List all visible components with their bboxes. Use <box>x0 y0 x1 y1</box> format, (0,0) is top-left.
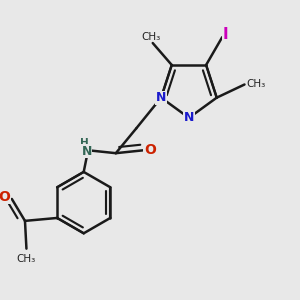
Text: N: N <box>81 145 92 158</box>
Text: CH₃: CH₃ <box>142 32 161 42</box>
Text: O: O <box>144 143 156 157</box>
Text: CH₃: CH₃ <box>17 254 36 264</box>
Text: N: N <box>156 91 166 104</box>
Text: I: I <box>223 27 229 42</box>
Text: O: O <box>0 190 11 204</box>
Text: CH₃: CH₃ <box>246 80 265 89</box>
Text: N: N <box>184 111 194 124</box>
Text: H: H <box>80 138 88 148</box>
